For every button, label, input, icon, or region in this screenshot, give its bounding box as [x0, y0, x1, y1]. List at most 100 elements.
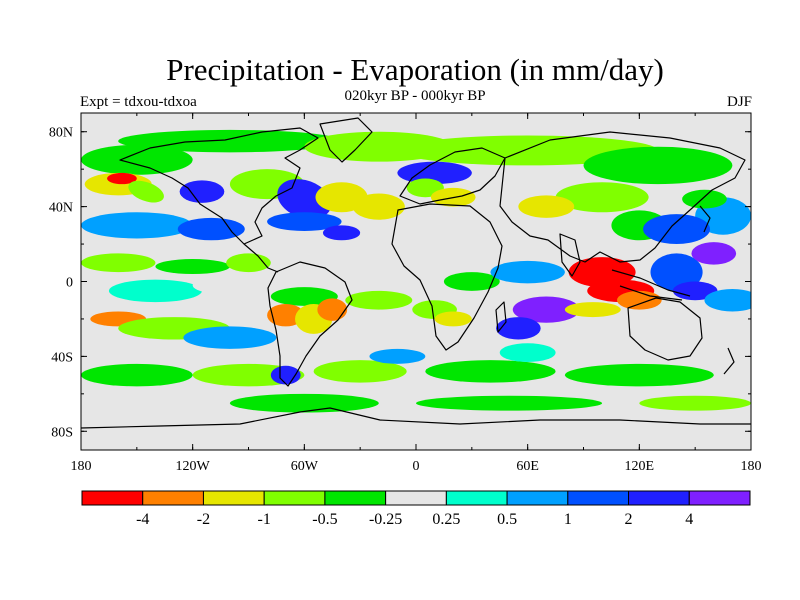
- colorbar-label: 2: [625, 511, 633, 528]
- colorbar-label: 0.25: [432, 511, 460, 528]
- coast-africa: [391, 203, 503, 351]
- colorbar-label: -2: [197, 511, 210, 528]
- map-title: Precipitation - Evaporation (in mm/day): [166, 52, 664, 87]
- field-patch: [81, 144, 193, 175]
- field-patch: [425, 360, 556, 383]
- coast-central-america: [243, 243, 279, 273]
- field-patch: [108, 279, 202, 303]
- y-tick-label: 40N: [49, 201, 73, 216]
- field-patch: [416, 395, 603, 411]
- colorbar-label: -0.5: [312, 511, 337, 528]
- x-tick-label: 180: [741, 459, 762, 474]
- field-patch: [155, 259, 230, 275]
- colorbar-swatch: [142, 490, 204, 506]
- field-patch: [81, 212, 193, 239]
- colorbar-label: 0.5: [497, 511, 517, 528]
- x-tick-label: 120W: [176, 459, 211, 474]
- colorbar-label: -4: [136, 511, 149, 528]
- colorbar-swatch: [202, 490, 265, 506]
- field-patch: [643, 214, 711, 245]
- coast-south-america: [267, 261, 353, 387]
- coast-madagascar: [495, 301, 507, 333]
- coast-australia: [627, 297, 703, 361]
- field-patch: [267, 303, 305, 327]
- x-tick-label: 60E: [516, 459, 539, 474]
- field-patch: [555, 182, 649, 213]
- field-patch: [270, 287, 338, 306]
- field-patch: [267, 212, 342, 231]
- x-tick-label: 180: [71, 459, 92, 474]
- field-patch: [179, 180, 225, 203]
- x-tick-label: 120E: [625, 459, 655, 474]
- field-patch: [118, 129, 342, 153]
- y-tick-label: 0: [66, 276, 73, 291]
- field-patch: [313, 360, 407, 383]
- field-patch: [128, 180, 164, 203]
- coast-europe: [399, 147, 506, 205]
- coast-new-zealand: [723, 347, 735, 375]
- field-patch: [397, 161, 472, 185]
- field-patch: [617, 290, 662, 310]
- field-patch: [583, 146, 733, 185]
- coast-japan: [699, 205, 711, 233]
- field-patch: [518, 195, 575, 218]
- field-patch: [443, 272, 500, 291]
- field-patch: [270, 365, 301, 385]
- colorbar-label: 1: [564, 511, 572, 528]
- colorbar: -4 -2 -1 -0.5 -0.25 0.25 0.5 1 2 4: [81, 490, 751, 528]
- colorbar-label: -1: [258, 511, 271, 528]
- coast-asia: [499, 131, 746, 263]
- field-patch: [672, 281, 718, 301]
- map-panel: [81, 113, 751, 450]
- colorbar-swatch: [628, 490, 690, 506]
- field-patch: [499, 343, 556, 363]
- field-patch: [512, 296, 580, 323]
- coast-india: [559, 233, 581, 277]
- field-patch: [369, 348, 426, 364]
- coastlines: [81, 117, 751, 429]
- field-patch: [564, 302, 621, 318]
- y-tick-label: 80S: [51, 425, 73, 440]
- field-patch: [107, 172, 137, 185]
- field-patch: [490, 260, 565, 284]
- field-patch: [568, 257, 636, 288]
- field-patch: [345, 290, 413, 310]
- field-patch: [352, 193, 405, 220]
- coast-indonesia: [611, 269, 691, 301]
- season-label: DJF: [726, 94, 752, 110]
- colorbar-swatch: [385, 490, 447, 506]
- x-tick-label: 60W: [291, 459, 319, 474]
- y-tick-label: 40S: [51, 350, 73, 365]
- field-patch: [564, 363, 714, 387]
- precip-evap-field: [81, 129, 751, 413]
- field-patch: [229, 393, 379, 413]
- field-patch: [650, 253, 703, 291]
- axis-ticks: 180 120W 60W 0 60E 120E 180 80N 40N 0 40S 80S: [49, 113, 762, 474]
- field-patch: [704, 288, 751, 312]
- y-tick-label: 80N: [49, 126, 73, 141]
- coast-north-america: [119, 127, 319, 245]
- colorbar-swatch: [324, 490, 387, 506]
- field-patch: [81, 253, 156, 273]
- field-patch: [317, 298, 348, 321]
- field-patch: [691, 242, 737, 265]
- field-patch: [434, 311, 472, 327]
- field-patch: [496, 317, 541, 340]
- field-patch: [322, 225, 361, 241]
- field-patch: [639, 395, 751, 411]
- field-patch: [183, 326, 277, 349]
- field-patch: [192, 275, 268, 295]
- coast-antarctica: [81, 407, 751, 429]
- colorbar-swatch: [506, 490, 569, 506]
- field-patch: [682, 189, 727, 209]
- x-tick-label: 0: [413, 459, 420, 474]
- field-patch: [177, 217, 245, 241]
- colorbar-swatch: [688, 490, 751, 506]
- colorbar-swatch: [263, 490, 326, 506]
- colorbar-swatch: [567, 490, 630, 506]
- colorbar-label: 4: [685, 511, 693, 528]
- map-subtitle: 020kyr BP - 000kyr BP: [344, 88, 486, 104]
- colorbar-label: -0.25: [369, 511, 402, 528]
- colorbar-swatch: [445, 490, 508, 506]
